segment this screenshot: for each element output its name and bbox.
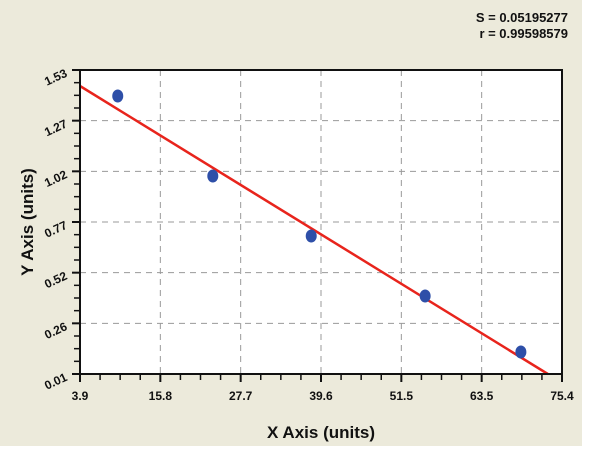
x-tick-label: 39.6 bbox=[309, 389, 333, 403]
y-tick-label: 1.27 bbox=[42, 117, 69, 140]
x-tick-label: 15.8 bbox=[149, 389, 173, 403]
y-tick-label: 0.26 bbox=[42, 319, 69, 342]
y-tick-label: 0.01 bbox=[42, 370, 69, 393]
r-value: r = 0.99598579 bbox=[479, 26, 568, 41]
fit-line bbox=[79, 84, 549, 376]
gridlines bbox=[80, 70, 562, 374]
x-axis-title: X Axis (units) bbox=[267, 423, 375, 442]
y-tick-label: 1.53 bbox=[42, 66, 69, 89]
data-point bbox=[112, 89, 124, 103]
x-tick-label: 51.5 bbox=[390, 389, 414, 403]
fit-statistics: S = 0.05195277 r = 0.99598579 bbox=[476, 10, 568, 42]
data-points bbox=[112, 89, 527, 359]
y-axis: 0.01 0.26 0.52 0.77 1.02 1.27 1.53 bbox=[42, 66, 80, 393]
data-point bbox=[305, 229, 317, 243]
data-point bbox=[515, 345, 527, 359]
data-point bbox=[419, 289, 431, 303]
data-point bbox=[207, 169, 219, 183]
y-tick-label: 1.02 bbox=[42, 167, 69, 190]
y-axis-title: Y Axis (units) bbox=[18, 168, 37, 276]
x-tick-label: 3.9 bbox=[72, 389, 89, 403]
s-value: S = 0.05195277 bbox=[475, 10, 568, 25]
y-tick-label: 0.52 bbox=[42, 269, 69, 292]
x-tick-label: 63.5 bbox=[470, 389, 494, 403]
x-tick-label: 75.4 bbox=[550, 389, 574, 403]
x-axis: 3.9 15.8 27.7 39.6 51.5 63.5 75.4 bbox=[72, 374, 574, 403]
regression-line bbox=[79, 84, 549, 376]
x-tick-label: 27.7 bbox=[229, 389, 253, 403]
y-tick-label: 0.77 bbox=[42, 218, 69, 241]
